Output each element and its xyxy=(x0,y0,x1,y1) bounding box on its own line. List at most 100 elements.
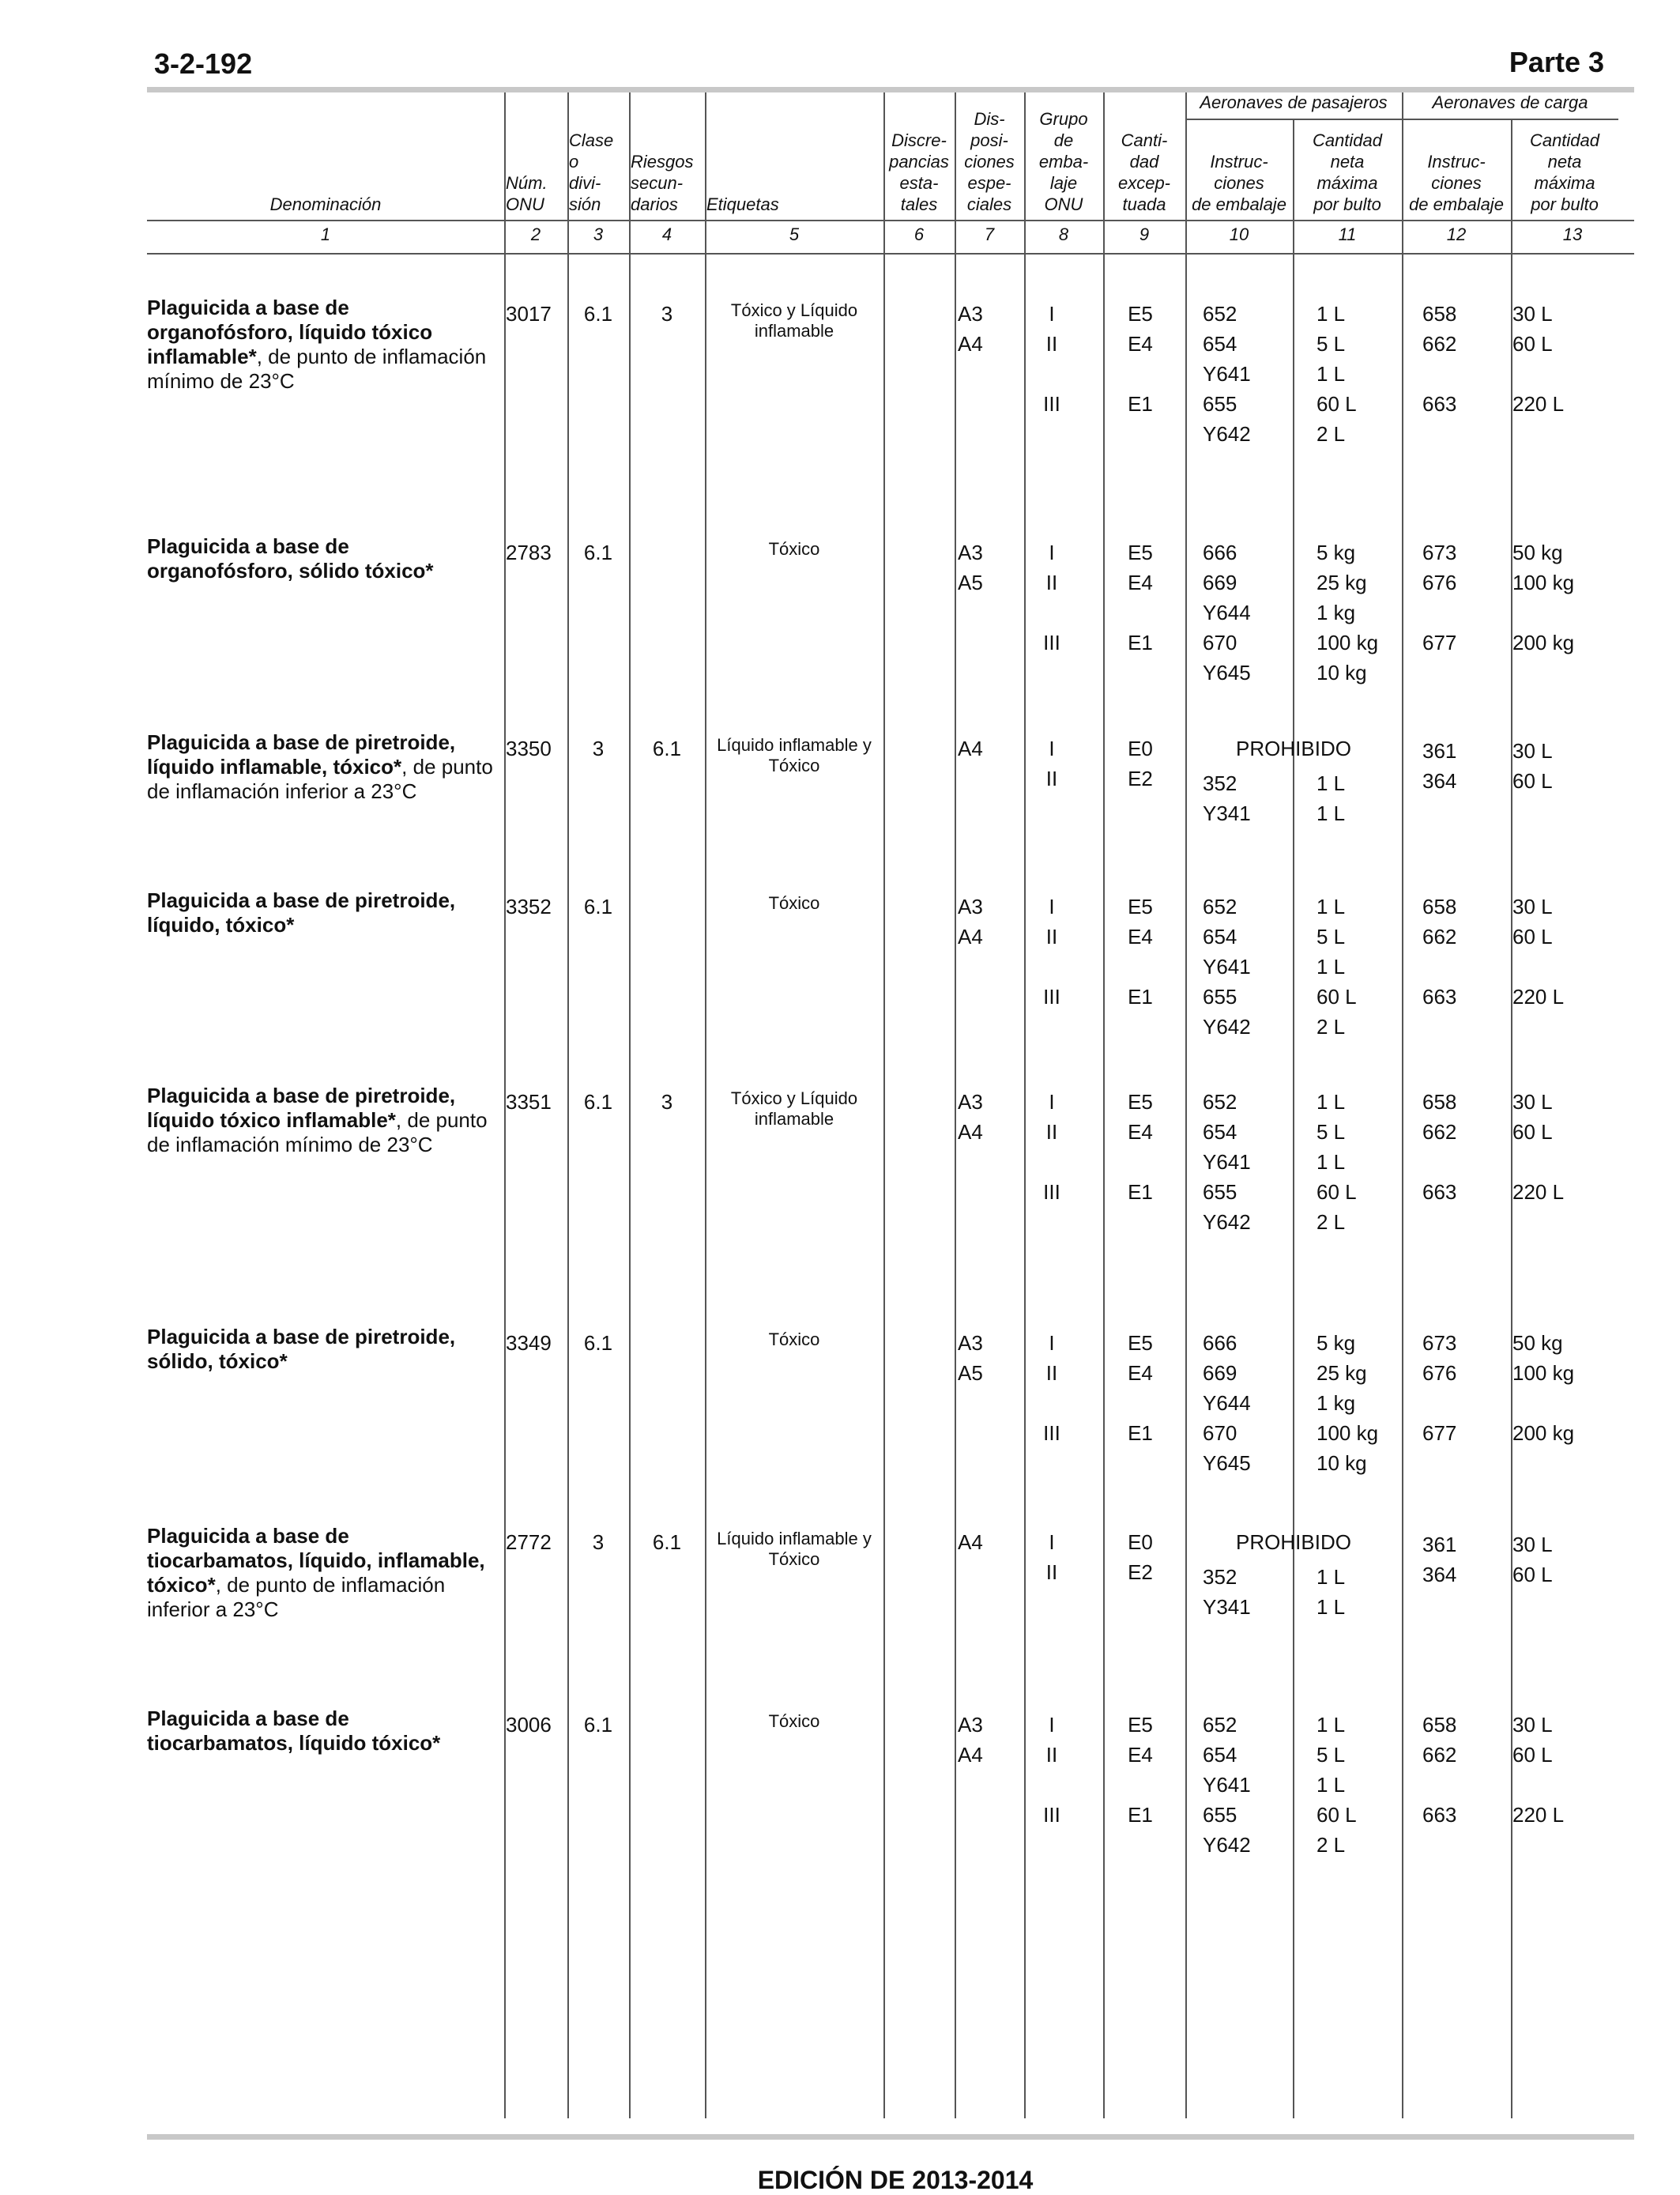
column-header-5: Etiquetas xyxy=(706,194,882,215)
cao-max-net-quantity: 220 L xyxy=(1512,1803,1565,1827)
page-number: 3-2-192 xyxy=(154,47,253,80)
pax-packing-instruction: Y645 xyxy=(1203,1451,1251,1475)
substance-name-detail: , de punto de inflamación inferior a 23°… xyxy=(147,1573,446,1621)
pax-max-net-quantity: 100 kg xyxy=(1317,631,1379,654)
pax-packing-instruction: 670 xyxy=(1203,1421,1237,1445)
column-header-4: Riesgos secun-darios xyxy=(631,151,703,215)
pax-packing-instruction: 655 xyxy=(1203,392,1237,416)
pax-max-net-quantity: 1 kg xyxy=(1317,601,1356,624)
cao-max-net-quantity: 50 kg xyxy=(1512,1331,1563,1355)
pax-max-net-quantity: 1 L xyxy=(1317,1090,1346,1114)
column-divider xyxy=(883,92,885,2118)
column-header-line: Riesgos xyxy=(631,152,694,172)
pax-packing-instruction: 655 xyxy=(1203,1180,1237,1204)
pax-max-net-quantity: 1 L xyxy=(1317,302,1346,326)
excepted-quantity: E1 xyxy=(1128,631,1153,654)
hazard-labels: Líquido inflamable y Tóxico xyxy=(717,735,872,775)
pax-packing-instruction: 655 xyxy=(1203,1803,1237,1827)
un-number: 2772 xyxy=(506,1530,552,1554)
substance-name: Plaguicida a base de piretroide, líquido… xyxy=(147,888,495,937)
column-header-line: máxima xyxy=(1534,173,1595,193)
pax-packing-instruction: 666 xyxy=(1203,541,1237,564)
pax-max-net-quantity: 1 kg xyxy=(1317,1391,1356,1415)
cao-packing-instruction: 662 xyxy=(1422,925,1457,949)
part-title: Parte 3 xyxy=(1509,46,1604,78)
column-header-line: dad xyxy=(1129,152,1159,172)
pax-packing-instruction: 652 xyxy=(1203,1713,1237,1737)
column-header-line: excep- xyxy=(1117,173,1171,193)
packing-group: II xyxy=(1045,1120,1058,1144)
column-number-12: 12 xyxy=(1446,224,1467,244)
cao-max-net-quantity: 200 kg xyxy=(1512,1421,1575,1445)
cao-max-net-quantity: 30 L xyxy=(1512,1713,1553,1737)
column-header-line: por bulto xyxy=(1313,194,1381,214)
excepted-quantity: E4 xyxy=(1128,1743,1153,1767)
column-header-3: Clase o divi-sión xyxy=(569,130,627,215)
substance-name: Plaguicida a base de piretroide, líquido… xyxy=(147,1084,495,1157)
pax-max-net-quantity: 1 L xyxy=(1317,1150,1346,1174)
special-provision: A5 xyxy=(958,1361,983,1385)
pax-packing-instruction: 655 xyxy=(1203,985,1237,1009)
pax-packing-instruction: 669 xyxy=(1203,1361,1237,1385)
column-header-line: Grupo xyxy=(1039,109,1088,129)
hazard-labels: Tóxico y Líquido inflamable xyxy=(730,1088,858,1129)
column-header-line: esta- xyxy=(899,173,939,193)
excepted-quantity: E1 xyxy=(1128,392,1153,416)
un-number: 2783 xyxy=(506,541,552,564)
cao-max-net-quantity: 60 L xyxy=(1512,1563,1553,1586)
column-header-8: Grupo de emba-laje ONU xyxy=(1026,108,1102,215)
substance-name: Plaguicida a base de tiocarbamatos, líqu… xyxy=(147,1707,495,1756)
column-header-1: Denominación xyxy=(149,194,503,215)
pax-packing-instruction: 654 xyxy=(1203,332,1237,356)
column-header-line: ONU xyxy=(506,194,544,214)
substance-name: Plaguicida a base de piretroide, líquido… xyxy=(147,730,495,804)
pax-packing-instruction: Y642 xyxy=(1203,1015,1251,1039)
column-header-line: de xyxy=(1053,130,1074,150)
cao-max-net-quantity: 60 L xyxy=(1512,925,1553,949)
column-header-line: Instruc- xyxy=(1210,152,1268,172)
cao-packing-instruction: 673 xyxy=(1422,541,1457,564)
pax-max-net-quantity: 100 kg xyxy=(1317,1421,1379,1445)
excepted-quantity: E5 xyxy=(1128,541,1153,564)
cao-packing-instruction: 658 xyxy=(1422,895,1457,918)
excepted-quantity: E1 xyxy=(1128,1180,1153,1204)
pax-max-net-quantity: 10 kg xyxy=(1317,1451,1367,1475)
excepted-quantity: E4 xyxy=(1128,332,1153,356)
cao-packing-instruction: 662 xyxy=(1422,332,1457,356)
cao-max-net-quantity: 100 kg xyxy=(1512,571,1575,594)
column-header-line: Dis- xyxy=(974,109,1005,129)
column-header-7: Dis-posi-ciones espe-ciales xyxy=(956,108,1023,215)
pax-packing-instruction: Y641 xyxy=(1203,955,1251,979)
column-header-line: Cantidad xyxy=(1312,130,1383,150)
excepted-quantity: E5 xyxy=(1128,302,1153,326)
substance-name-bold: Plaguicida a base de tiocarbamatos, líqu… xyxy=(147,1524,485,1597)
cao-packing-instruction: 663 xyxy=(1422,392,1457,416)
pax-max-net-quantity: 5 L xyxy=(1317,1120,1346,1144)
excepted-quantity: E5 xyxy=(1128,1090,1153,1114)
packing-group: II xyxy=(1045,1560,1058,1584)
column-header-6: Discre-pancias esta-tales xyxy=(885,130,953,215)
column-header-line: tales xyxy=(900,194,938,214)
column-header-line: espe- xyxy=(967,173,1011,193)
column-header-line: Instruc- xyxy=(1427,152,1486,172)
un-number: 3352 xyxy=(506,895,552,918)
cao-max-net-quantity: 220 L xyxy=(1512,1180,1565,1204)
excepted-quantity: E4 xyxy=(1128,571,1153,594)
substance-name-detail: , de punto de inflamación mínimo de 23°C xyxy=(147,1108,488,1156)
column-header-13: Cantidad neta máxima por bulto xyxy=(1512,130,1617,215)
cao-max-net-quantity: 220 L xyxy=(1512,392,1565,416)
substance-name-bold: Plaguicida a base de piretroide, líquido… xyxy=(147,1084,456,1132)
excepted-quantity: E2 xyxy=(1128,1560,1153,1584)
column-header-line: máxima xyxy=(1317,173,1378,193)
special-provision: A4 xyxy=(958,1743,983,1767)
pax-max-net-quantity: 60 L xyxy=(1317,1180,1357,1204)
hazard-labels: Tóxico xyxy=(768,893,820,913)
packing-group: III xyxy=(1043,1421,1060,1445)
pax-max-net-quantity: 1 L xyxy=(1317,801,1346,825)
packing-group: III xyxy=(1043,1803,1060,1827)
packing-group: III xyxy=(1043,631,1060,654)
prohibited-label: PROHIBIDO xyxy=(1236,1530,1351,1554)
column-number-11: 11 xyxy=(1338,224,1357,244)
pax-max-net-quantity: 1 L xyxy=(1317,362,1346,386)
packing-group: I xyxy=(1049,1713,1055,1737)
